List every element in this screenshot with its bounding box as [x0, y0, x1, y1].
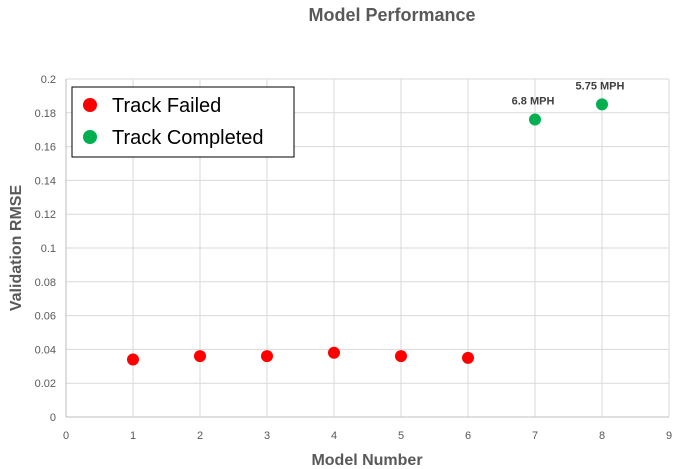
x-tick-label: 3: [264, 430, 270, 442]
data-point: [127, 353, 139, 366]
data-point: [194, 350, 206, 363]
y-tick-label: 0.2: [41, 74, 56, 86]
x-axis-title: Model Number: [311, 452, 422, 469]
y-axis-title: Validation RMSE: [8, 185, 25, 312]
data-labels: 6.8 MPH 5.75 MPH: [512, 80, 625, 107]
legend-marker: [83, 98, 97, 112]
y-tick-label: 0.06: [35, 311, 56, 323]
data-point: [395, 350, 407, 363]
y-tick-label: 0.02: [35, 378, 56, 390]
x-tick-label: 4: [331, 430, 337, 442]
data-point: [596, 98, 608, 111]
x-tick-label: 6: [465, 430, 471, 442]
x-tick-label: 8: [599, 430, 605, 442]
chart-title: Model Performance: [308, 5, 475, 25]
x-tick-label: 1: [130, 430, 136, 442]
x-tick-label: 2: [197, 430, 203, 442]
data-points: [127, 98, 608, 366]
data-label: 5.75 MPH: [576, 80, 625, 92]
y-tick-label: 0: [50, 412, 56, 424]
x-tick-label: 9: [666, 430, 672, 442]
y-tick-label: 0.04: [35, 344, 56, 356]
y-tick-label: 0.14: [35, 175, 56, 187]
data-point: [462, 351, 474, 364]
legend-marker: [83, 130, 97, 144]
legend-box: [71, 86, 295, 158]
tick-labels: 0 0.02 0.04 0.06 0.08 0.1 0.12 0.14 0.16 0.18 0.2 0…: [35, 74, 672, 442]
y-tick-label: 0.18: [35, 108, 56, 120]
legend: Track Failed Track Completed: [71, 86, 295, 158]
legend-label: Track Completed: [112, 127, 264, 149]
x-tick-label: 7: [532, 430, 538, 442]
data-point: [261, 350, 273, 363]
data-point: [529, 113, 541, 126]
x-tick-label: 0: [63, 430, 69, 442]
x-tick-label: 5: [398, 430, 404, 442]
y-tick-label: 0.08: [35, 277, 56, 289]
axes: [65, 79, 669, 418]
y-tick-label: 0.1: [41, 243, 56, 255]
y-tick-label: 0.12: [35, 209, 56, 221]
y-tick-label: 0.16: [35, 142, 56, 154]
data-point: [328, 346, 340, 359]
data-label: 6.8 MPH: [512, 96, 555, 108]
legend-label: Track Failed: [112, 95, 221, 117]
